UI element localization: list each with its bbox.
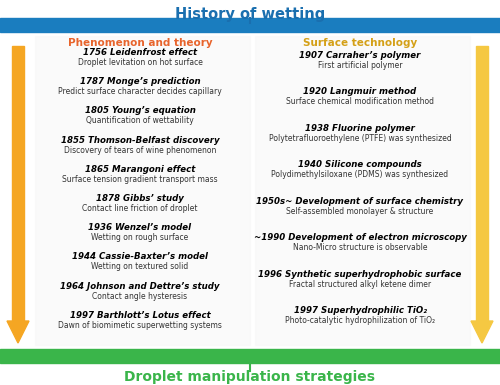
Bar — [476, 46, 488, 321]
Text: 1996 Synthetic superhydrophobic surface: 1996 Synthetic superhydrophobic surface — [258, 270, 462, 279]
Text: Quantification of wettability: Quantification of wettability — [86, 117, 194, 126]
Text: 1936 Wenzel’s model: 1936 Wenzel’s model — [88, 223, 192, 232]
Text: Self-assembled monolayer & structure: Self-assembled monolayer & structure — [286, 207, 434, 216]
Polygon shape — [471, 321, 493, 343]
Text: 1805 Young’s equation: 1805 Young’s equation — [84, 107, 196, 116]
Bar — [255, 36, 470, 345]
Text: 1878 Gibbs’ study: 1878 Gibbs’ study — [96, 194, 184, 203]
Polygon shape — [7, 321, 29, 343]
Text: 1950s~ Development of surface chemistry: 1950s~ Development of surface chemistry — [256, 197, 464, 206]
Text: 1997 Barthlott’s Lotus effect: 1997 Barthlott’s Lotus effect — [70, 311, 210, 320]
Text: First artificial polymer: First artificial polymer — [318, 61, 402, 70]
Bar — [0, 18, 500, 32]
Text: Nano-Micro structure is observable: Nano-Micro structure is observable — [293, 243, 427, 253]
Text: Wetting on rough surface: Wetting on rough surface — [92, 233, 188, 242]
Text: 1920 Langmuir method: 1920 Langmuir method — [304, 87, 416, 96]
Text: 1756 Leidenfrost effect: 1756 Leidenfrost effect — [83, 48, 197, 57]
Bar — [12, 46, 24, 321]
Text: ~1990 Development of electron microscopy: ~1990 Development of electron microscopy — [254, 233, 466, 243]
Text: 1997 Superhydrophilic TiO₂: 1997 Superhydrophilic TiO₂ — [294, 306, 426, 315]
Text: Polydimethylsiloxane (PDMS) was synthesized: Polydimethylsiloxane (PDMS) was synthesi… — [272, 171, 448, 179]
Text: Discovery of tears of wine phenomenon: Discovery of tears of wine phenomenon — [64, 146, 216, 155]
Text: 1964 Johnson and Dettre’s study: 1964 Johnson and Dettre’s study — [60, 282, 220, 291]
Text: History of wetting: History of wetting — [175, 7, 325, 22]
Text: 1865 Marangoni effect: 1865 Marangoni effect — [85, 165, 195, 174]
Text: Surface chemical modification method: Surface chemical modification method — [286, 97, 434, 106]
Text: Phenomenon and theory: Phenomenon and theory — [68, 38, 212, 48]
Text: 1787 Monge’s prediction: 1787 Monge’s prediction — [80, 77, 200, 86]
Text: Surface tension gradient transport mass: Surface tension gradient transport mass — [62, 175, 218, 184]
Text: Photo-catalytic hydrophilization of TiO₂: Photo-catalytic hydrophilization of TiO₂ — [285, 316, 435, 325]
Text: 1907 Carraher’s polymer: 1907 Carraher’s polymer — [300, 51, 420, 60]
Text: Dawn of biomimetic superwetting systems: Dawn of biomimetic superwetting systems — [58, 321, 222, 330]
Text: 1940 Silicone compounds: 1940 Silicone compounds — [298, 161, 422, 169]
Text: Surface technology: Surface technology — [303, 38, 417, 48]
Text: Fractal structured alkyl ketene dimer: Fractal structured alkyl ketene dimer — [289, 280, 431, 289]
Text: Droplet levitation on hot surface: Droplet levitation on hot surface — [78, 58, 202, 67]
Text: 1938 Fluorine polymer: 1938 Fluorine polymer — [305, 124, 415, 133]
Text: Wetting on textured solid: Wetting on textured solid — [92, 263, 188, 271]
Bar — [35, 36, 250, 345]
Text: Droplet manipulation strategies: Droplet manipulation strategies — [124, 370, 376, 384]
Text: Polytetrafluoroethylene (PTFE) was synthesized: Polytetrafluoroethylene (PTFE) was synth… — [268, 134, 452, 143]
Text: Contact angle hysteresis: Contact angle hysteresis — [92, 292, 188, 301]
Text: Predict surface character decides capillary: Predict surface character decides capill… — [58, 87, 222, 96]
Bar — [0, 349, 500, 363]
Text: 1855 Thomson-Belfast discovery: 1855 Thomson-Belfast discovery — [60, 136, 220, 145]
Text: 1944 Cassie-Baxter’s model: 1944 Cassie-Baxter’s model — [72, 253, 208, 261]
Text: Contact line friction of droplet: Contact line friction of droplet — [82, 204, 198, 213]
